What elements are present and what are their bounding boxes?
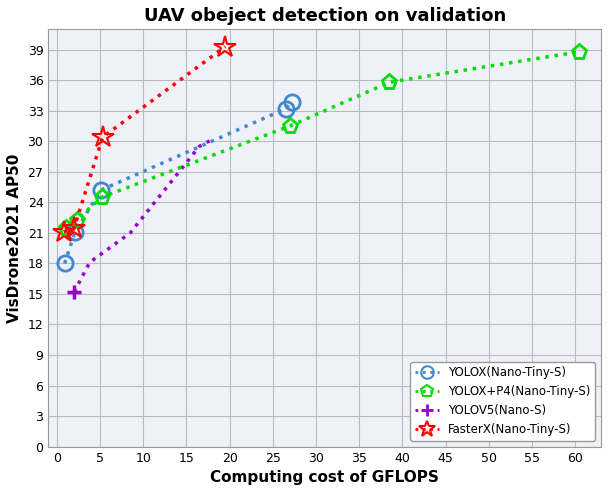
Legend: YOLOX(Nano-Tiny-S), YOLOX+P4(Nano-Tiny-S), YOLOV5(Nano-S), FasterX(Nano-Tiny-S): YOLOX(Nano-Tiny-S), YOLOX+P4(Nano-Tiny-S… (410, 362, 595, 441)
Y-axis label: VisDrone2021 AP50: VisDrone2021 AP50 (7, 154, 22, 323)
X-axis label: Computing cost of GFLOPS: Computing cost of GFLOPS (210, 470, 439, 485)
Title: UAV obeject detection on validation: UAV obeject detection on validation (143, 7, 506, 25)
